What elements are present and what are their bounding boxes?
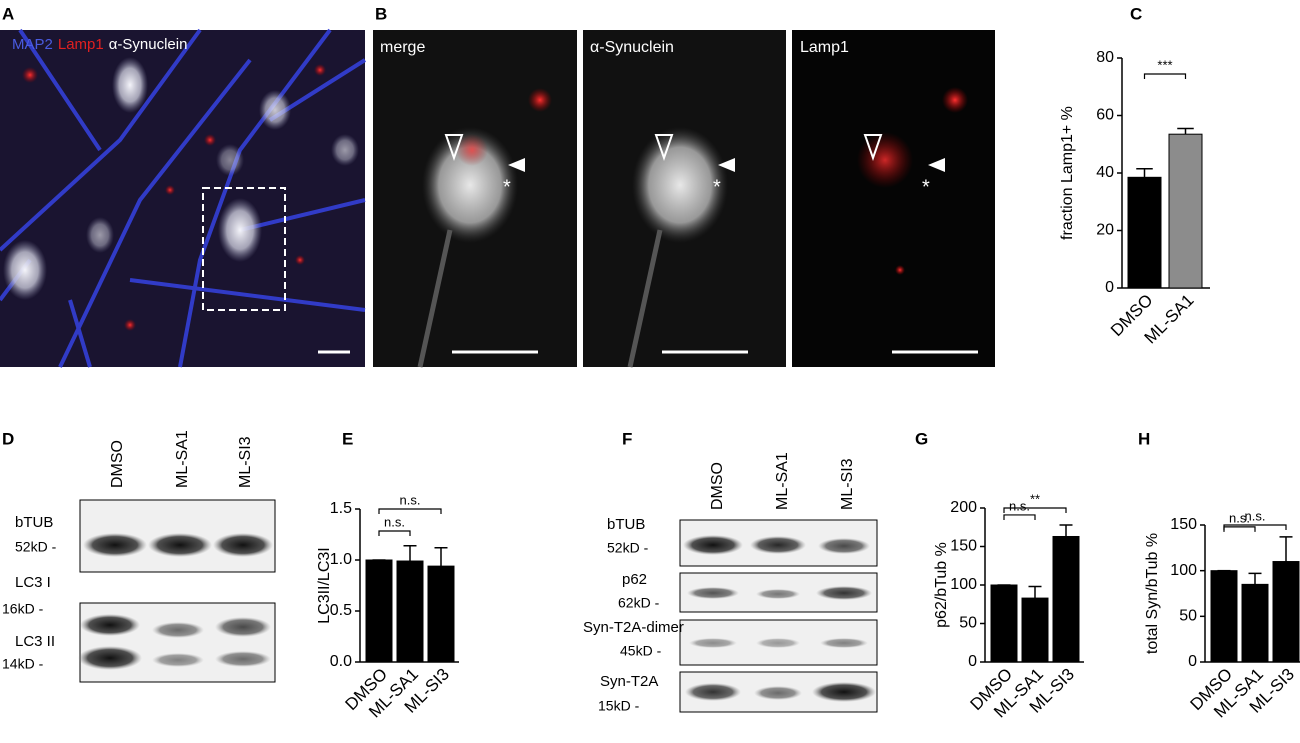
band-size: 52kD - [607,540,649,556]
image-a [0,28,367,368]
y-tick-label: 80 [1096,49,1114,66]
significance-label: n.s. [1229,510,1250,525]
y-axis-label: total Syn/bTub % [1144,533,1161,654]
significance-label: ** [1030,491,1040,506]
error-bar [1136,167,1153,178]
marker: * [713,176,721,198]
bar [1210,570,1238,663]
band-name: Syn-T2A-dimer [583,619,684,636]
band-name: bTUB [15,514,53,531]
band-size: 62kD - [618,595,660,611]
bar [365,559,393,663]
y-tick-label: 0.5 [330,602,352,619]
panel-label: D [2,429,14,448]
significance-bracket [1223,526,1256,532]
view-label: α-Synuclein [590,39,674,56]
bar [1021,597,1049,663]
y-axis-label: fraction Lamp1+ % [1059,106,1076,240]
band-name: bTUB [607,516,645,533]
y-tick-label: 0.0 [330,653,352,670]
significance-label: n.s. [400,492,421,507]
y-axis-label: LC3II/LC3I [316,547,333,623]
y-tick-label: 150 [1170,516,1197,533]
y-tick-label: 50 [1179,608,1197,625]
y-tick-label: 1.0 [330,551,352,568]
panel-label: H [1138,429,1150,448]
panel-label: C [1130,4,1142,23]
lane-label: ML-SA1 [174,430,191,488]
y-tick-label: 100 [950,576,977,593]
y-tick-label: 0 [1105,279,1114,296]
bar [1052,535,1080,663]
band-name: LC3 I [15,574,51,591]
band-size: 15kD - [598,698,640,714]
y-tick-label: 60 [1096,107,1114,124]
lane-label: ML-SA1 [774,452,791,510]
significance-bracket [1003,514,1036,520]
error-bar [1059,524,1073,537]
error-bar [1279,536,1293,562]
error-bar [403,544,417,562]
panel-label: G [915,429,928,448]
bar [1127,176,1162,289]
significance-label: *** [1157,57,1172,72]
y-tick-label: 100 [1170,562,1197,579]
y-tick-label: 1.5 [330,500,352,517]
channel-label: MAP2 [12,36,53,53]
panel-label: A [2,4,14,23]
marker: * [503,176,511,198]
band-size: 16kD - [2,601,44,617]
bar [990,584,1018,663]
bar [1272,561,1300,663]
error-bar [1248,572,1262,585]
significance-label: n.s. [384,514,405,529]
y-tick-label: 20 [1096,222,1114,239]
channel-label: Lamp1 [58,36,104,53]
significance-bracket [1003,507,1067,513]
significance-label: n.s. [1009,498,1030,513]
blot-f [679,519,878,713]
lane-label: DMSO [709,462,726,510]
bar [1241,583,1269,663]
view-label: Lamp1 [800,39,849,56]
y-tick-label: 0 [1188,653,1197,670]
y-tick-label: 40 [1096,164,1114,181]
panel-label: E [342,429,353,448]
lane-label: ML-SI3 [237,436,254,488]
panel-label: B [375,4,387,23]
significance-bracket [378,508,442,514]
significance-bracket [1223,524,1287,530]
y-axis-label: p62/bTub % [933,542,950,628]
y-tick-label: 0 [968,653,977,670]
band-name: p62 [622,571,647,588]
error-bar [434,547,448,567]
y-tick-label: 200 [950,499,977,516]
view-label: merge [380,39,425,56]
image-b [373,30,995,368]
channel-label: α-Synuclein [109,36,188,53]
error-bar [1177,127,1194,135]
panel-label: F [622,429,632,448]
significance-bracket [378,530,411,536]
band-size: 45kD - [620,643,662,659]
significance-label: n.s. [1245,508,1266,523]
band-size: 52kD - [15,539,57,555]
band-name: Syn-T2A [600,673,658,690]
lane-label: DMSO [109,440,126,488]
y-tick-label: 50 [959,615,977,632]
y-tick-label: 150 [950,538,977,555]
band-size: 14kD - [2,656,44,672]
bar [1168,133,1203,289]
bar [396,560,424,663]
error-bar [1028,585,1042,599]
marker: * [922,176,930,198]
significance-bracket [1143,73,1187,79]
band-name: LC3 II [15,633,55,650]
bar [427,565,455,663]
blot-d [78,499,276,683]
lane-label: ML-SI3 [839,458,856,510]
